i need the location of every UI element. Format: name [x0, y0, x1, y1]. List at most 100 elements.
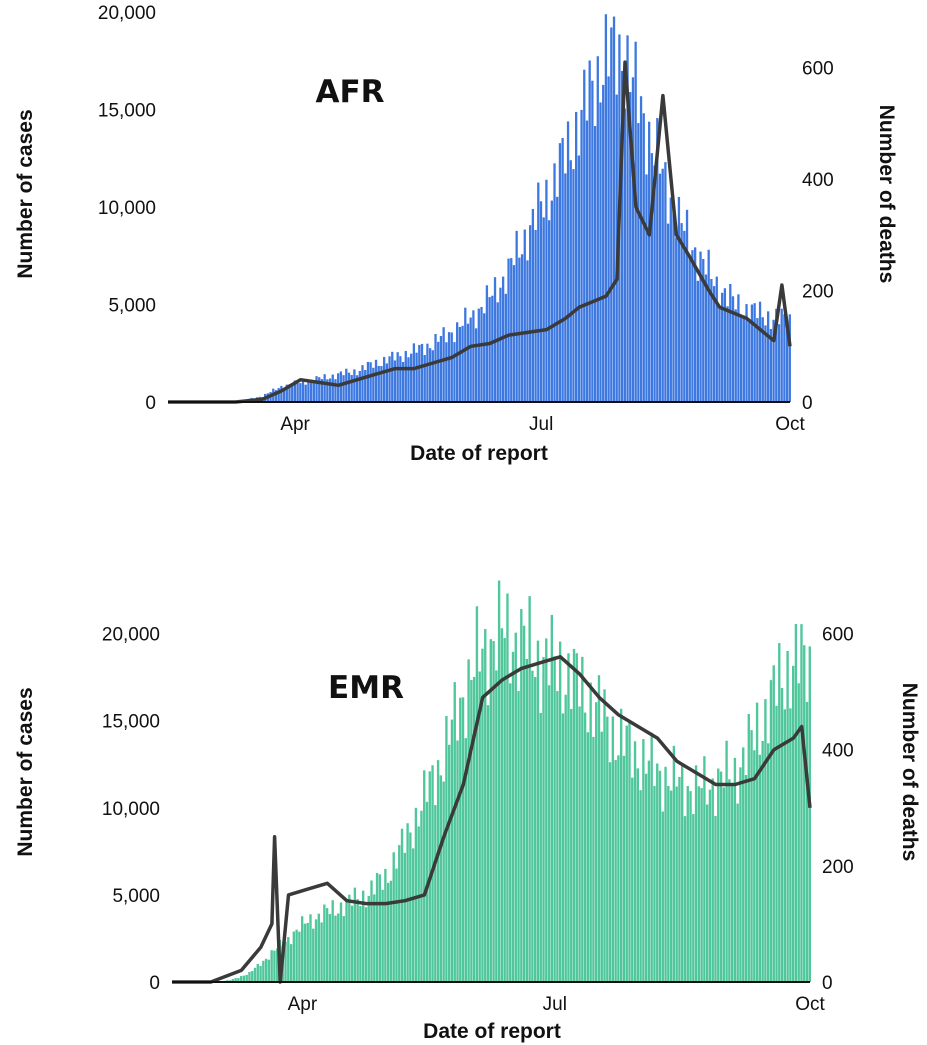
y2-tick-label: 600 [822, 625, 854, 646]
case-bar [453, 682, 456, 982]
case-bar [534, 677, 537, 982]
case-bar [459, 697, 462, 982]
case-bar [711, 778, 714, 982]
case-bar [448, 744, 451, 982]
case-bar [653, 785, 656, 982]
case-bar [411, 848, 415, 982]
case-bar [656, 763, 659, 982]
case-bar [700, 788, 703, 982]
case-bar [539, 712, 542, 982]
x-tick-label: Jul [529, 414, 553, 435]
case-bar [642, 739, 645, 982]
case-bar [522, 625, 526, 982]
case-bars [212, 580, 811, 982]
deaths-line [168, 60, 792, 404]
case-bar [664, 162, 667, 402]
case-bar [301, 380, 305, 402]
case-bar [567, 653, 570, 982]
case-bar [661, 168, 664, 402]
case-bar [537, 182, 540, 402]
case-bar [744, 775, 748, 982]
case-bar [445, 342, 448, 402]
case-bar [688, 256, 691, 402]
case-bar [384, 868, 387, 982]
case-bar [285, 384, 288, 402]
case-bar [439, 775, 443, 982]
case-bar [282, 388, 286, 402]
case-bar [569, 160, 572, 402]
case-bar [739, 317, 743, 402]
case-bar [542, 657, 545, 982]
case-bar [742, 747, 745, 982]
case-bar [634, 41, 637, 403]
y2-tick-label: 200 [822, 857, 854, 878]
case-bar [467, 659, 470, 982]
case-bar [769, 328, 773, 402]
case-bar [348, 894, 351, 982]
case-bar [547, 220, 551, 402]
x-tick-label: Jul [543, 994, 567, 1015]
case-bar [492, 640, 495, 982]
case-bar [337, 913, 340, 982]
case-bar [808, 646, 811, 982]
case-bar [583, 69, 586, 402]
y-tick-label: 0 [149, 973, 160, 994]
y2-axis-title: Number of deaths [875, 105, 898, 284]
case-bar [434, 333, 437, 402]
chart-panel-emr: 0 5,000 10,000 15,000 20,000 0 200 400 600 Apr Jul… [14, 580, 921, 1043]
case-bar [420, 343, 424, 402]
case-bar [583, 712, 587, 982]
case-bar [691, 250, 694, 402]
case-bar [783, 709, 787, 982]
case-bar [495, 670, 498, 982]
case-bar [753, 750, 756, 982]
case-bar [280, 385, 283, 402]
case-bar [726, 306, 729, 402]
case-bar [483, 313, 486, 402]
case-bar [274, 390, 278, 402]
case-bar [314, 919, 318, 982]
case-bar [739, 767, 742, 982]
case-bar [639, 790, 642, 982]
case-bar [656, 118, 659, 402]
case-bar [734, 309, 737, 402]
case-bar [350, 905, 354, 982]
case-bar [353, 369, 356, 402]
case-bar [556, 196, 559, 402]
case-bar [523, 229, 526, 402]
case-bar [372, 367, 375, 402]
case-bar [715, 276, 718, 402]
case-bar [396, 352, 399, 402]
case-bar [497, 580, 501, 982]
case-bar [647, 760, 651, 982]
case-bar [393, 360, 397, 402]
case-bar [414, 807, 418, 982]
case-bar [289, 944, 293, 982]
case-bar [306, 922, 309, 982]
case-bar [758, 754, 762, 982]
case-bar [415, 352, 418, 402]
y-tick-label: 15,000 [98, 101, 156, 122]
case-bar [518, 257, 521, 402]
case-bar [575, 653, 578, 982]
case-bar [515, 230, 518, 402]
case-bar [694, 765, 698, 982]
case-bar [545, 179, 548, 402]
case-bar [350, 375, 353, 402]
case-bar [708, 789, 712, 982]
case-bar [702, 258, 705, 402]
case-bar [704, 274, 708, 402]
case-bar [366, 361, 370, 402]
case-bar [315, 376, 318, 402]
case-bar [786, 650, 789, 982]
case-bar [507, 258, 510, 402]
case-bar [528, 596, 531, 982]
case-bar [692, 814, 695, 982]
y2-tick-label: 600 [802, 59, 834, 80]
case-bar [628, 721, 631, 982]
case-bar [606, 716, 609, 982]
case-bar [398, 845, 401, 982]
case-bar [733, 757, 737, 982]
case-bar [417, 826, 420, 982]
case-bar [234, 978, 237, 982]
